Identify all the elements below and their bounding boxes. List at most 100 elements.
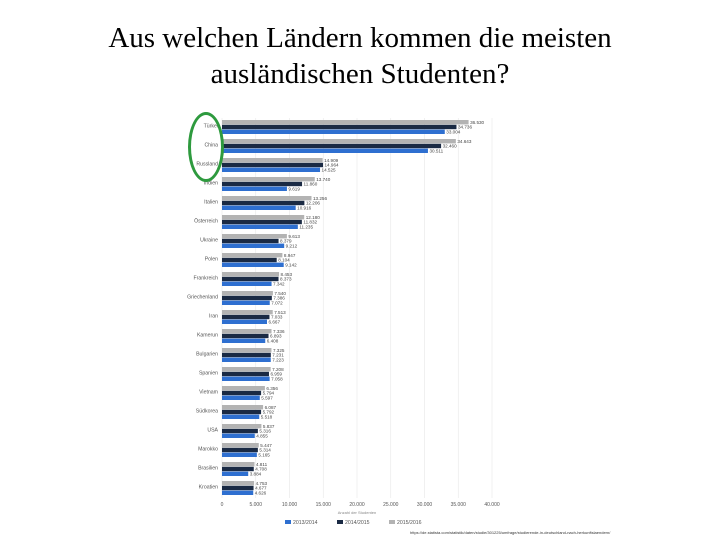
bar: [222, 295, 272, 301]
data-label: 11.235: [299, 225, 313, 230]
bar: [222, 485, 254, 491]
bar: [222, 143, 442, 149]
title-line-1: Aus welchen Ländern kommen die meisten: [108, 22, 612, 54]
category-label: Frankreich: [193, 276, 218, 282]
bar: [222, 262, 284, 267]
x-axis-label: Anzahl der Studenten: [338, 510, 376, 515]
category-label: Griechenland: [187, 295, 218, 301]
data-label: 5.447: [260, 443, 272, 448]
bar: [222, 424, 262, 429]
bar: [222, 238, 279, 244]
bar: [222, 390, 262, 396]
data-label: 9.212: [286, 244, 298, 249]
data-label: 9.613: [288, 234, 300, 239]
data-label: 32.460: [443, 144, 457, 149]
bar: [222, 371, 269, 377]
x-tick-label: 0: [221, 502, 224, 508]
data-label: 7.231: [272, 353, 284, 358]
data-label: 30.511: [429, 149, 443, 154]
legend-label: 2015/2016: [397, 520, 422, 526]
bar: [222, 314, 270, 320]
data-label: 13.740: [316, 177, 330, 182]
bar: [222, 414, 260, 419]
bar: [222, 162, 324, 168]
bar: [222, 310, 273, 315]
data-label: 8.373: [280, 277, 292, 282]
data-label: 4.855: [256, 434, 268, 439]
category-label: Südkorea: [196, 409, 218, 415]
x-tick-label: 35.000: [451, 502, 467, 508]
bar: [222, 276, 279, 282]
data-label: 9.619: [288, 187, 300, 192]
data-label: 6.667: [269, 320, 281, 325]
data-label: 8.947: [284, 253, 296, 258]
data-label: 8.379: [280, 239, 292, 244]
data-label: 5.165: [258, 453, 270, 458]
data-label: 5.597: [261, 396, 273, 401]
legend-label: 2013/2014: [293, 520, 318, 526]
category-label: Ukraine: [200, 238, 218, 244]
data-label: 36.530: [470, 120, 484, 125]
bar: [222, 490, 254, 495]
data-label: 5.316: [259, 429, 271, 434]
source-url: https://de.statista.com/statistik/daten/…: [410, 530, 611, 535]
bar: [222, 167, 321, 172]
slide-title: Aus welchen Ländern kommen die meisten a…: [0, 20, 720, 92]
category-label: Bulgarien: [196, 352, 218, 358]
legend-swatch: [285, 520, 291, 524]
data-label: 12.206: [306, 201, 320, 206]
data-label: 10.916: [297, 206, 311, 211]
bar: [222, 329, 272, 334]
bar: [222, 367, 271, 372]
bar: [222, 196, 312, 201]
x-tick-label: 30.000: [417, 502, 433, 508]
data-label: 6.408: [267, 339, 279, 344]
data-label: 14.525: [322, 168, 336, 173]
category-label: Vietnam: [199, 390, 218, 396]
x-tick-label: 20.000: [349, 502, 365, 508]
x-tick-label: 40.000: [484, 502, 500, 508]
data-label: 6.893: [270, 334, 282, 339]
data-label: 14.964: [325, 163, 339, 168]
data-label: 6.356: [266, 386, 278, 391]
bar: [222, 129, 445, 134]
data-label: 7.033: [271, 315, 283, 320]
data-label: 34.736: [458, 125, 472, 130]
data-label: 3.884: [250, 472, 262, 477]
bar: [222, 139, 456, 144]
legend-label: 2014/2015: [345, 520, 370, 526]
data-label: 7.540: [274, 291, 286, 296]
bar: [222, 186, 287, 191]
category-label: Spanien: [199, 371, 218, 377]
title-line-2: ausländischen Studenten?: [210, 58, 510, 90]
bar: [222, 158, 323, 163]
data-label: 5.314: [259, 448, 271, 453]
legend-swatch: [337, 520, 343, 524]
data-label: 33.004: [446, 130, 460, 135]
data-label: 12.180: [306, 215, 320, 220]
category-label: Brasilien: [198, 466, 218, 472]
bar: [222, 181, 303, 187]
bar: [222, 224, 298, 229]
x-tick-label: 25.000: [383, 502, 399, 508]
bar: [222, 338, 266, 343]
data-label: 7.058: [271, 377, 283, 382]
bar: [222, 376, 270, 381]
data-label: 4.811: [256, 462, 268, 467]
category-label: Polen: [205, 257, 218, 263]
bar: [222, 428, 258, 434]
x-tick-label: 5.000: [249, 502, 262, 508]
data-label: 5.837: [263, 424, 275, 429]
bar: [222, 124, 457, 130]
x-tick-label: 10.000: [282, 502, 298, 508]
data-label: 34.643: [457, 139, 471, 144]
data-label: 7.325: [273, 348, 285, 353]
x-tick-label: 15.000: [316, 502, 332, 508]
data-label: 8.104: [278, 258, 290, 263]
bar: [222, 433, 255, 438]
data-label: 6.087: [265, 405, 277, 410]
bar: [222, 386, 265, 391]
bar: [222, 471, 249, 476]
bar: [222, 281, 272, 286]
data-label: 9.142: [285, 263, 297, 268]
